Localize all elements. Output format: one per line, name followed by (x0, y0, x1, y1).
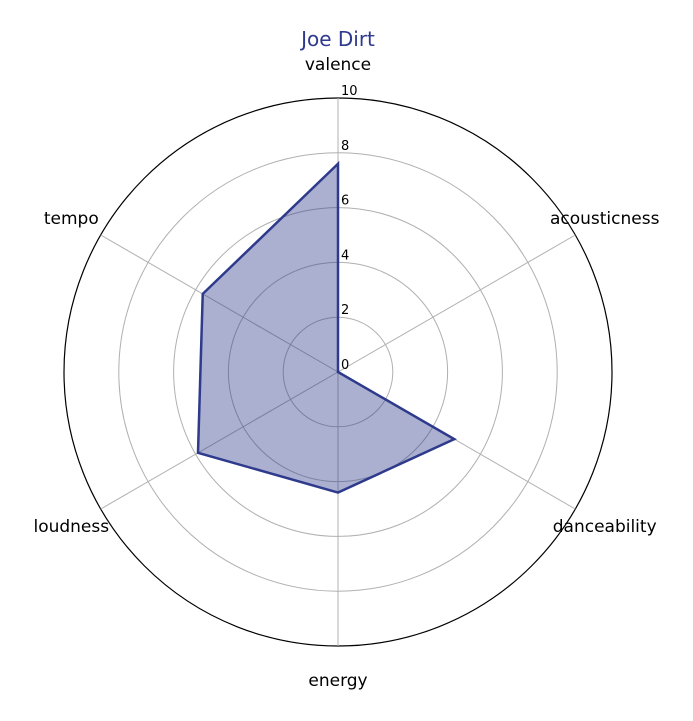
tick-label-8: 8 (341, 139, 349, 154)
radial-tick-labels: 0 2 4 6 8 10 (341, 84, 358, 373)
spoke-loudness (100, 371, 339, 510)
axis-labels: valence acousticness danceability energy lou… (33, 55, 659, 691)
tick-label-6: 6 (341, 194, 349, 209)
series-polygon (196, 160, 457, 494)
spoke-acousticness (337, 234, 576, 373)
tick-label-2: 2 (341, 303, 349, 318)
axis-label-energy: energy (308, 671, 367, 691)
axis-label-valence: valence (305, 55, 371, 75)
tick-label-4: 4 (341, 248, 349, 263)
series-layer (196, 160, 457, 494)
axis-label-loudness: loudness (33, 517, 109, 537)
axis-label-acousticness: acousticness (550, 209, 660, 229)
axis-label-danceability: danceability (553, 517, 657, 537)
tick-label-0: 0 (341, 358, 349, 373)
axis-label-tempo: tempo (44, 209, 99, 229)
chart-title: Joe Dirt (299, 27, 375, 51)
spoke-tempo (100, 234, 339, 373)
tick-label-10: 10 (341, 84, 358, 99)
